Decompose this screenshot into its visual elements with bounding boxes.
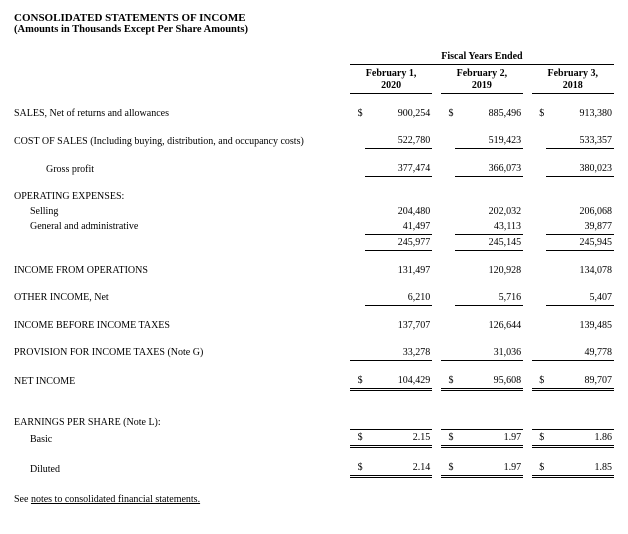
row-other-income: OTHER INCOME, Net 6,210 5,716 5,407	[14, 278, 614, 306]
val-ga-1: 43,113	[455, 219, 523, 235]
col-header-2018: February 3,2018	[532, 65, 615, 94]
val-opext-2: 245,945	[546, 234, 614, 250]
label-ibt: INCOME BEFORE INCOME TAXES	[14, 305, 350, 333]
row-cost-of-sales: COST OF SALES (Including buying, distrib…	[14, 121, 614, 149]
label-diluted: Diluted	[14, 447, 350, 477]
val-cost-0: 522,780	[365, 121, 433, 149]
row-sales: SALES, Net of returns and allowances $ 9…	[14, 94, 614, 122]
curr-basic-0: $	[350, 430, 365, 447]
val-basic-0: 2.15	[365, 430, 433, 447]
val-sales-1: 885,496	[455, 94, 523, 122]
val-dil-1: 1.97	[455, 447, 523, 477]
label-income-ops: INCOME FROM OPERATIONS	[14, 250, 350, 278]
curr-dil-1: $	[441, 447, 456, 477]
label-selling: Selling	[14, 204, 350, 219]
val-tax-2: 49,778	[546, 333, 614, 361]
val-ibt-1: 126,644	[455, 305, 523, 333]
val-iops-1: 120,928	[455, 250, 523, 278]
val-ibt-0: 137,707	[365, 305, 433, 333]
val-basic-2: 1.86	[546, 430, 614, 447]
val-ga-2: 39,877	[546, 219, 614, 235]
curr-dil-2: $	[532, 447, 547, 477]
val-gp-2: 380,023	[546, 149, 614, 177]
curr-ni-1: $	[441, 360, 456, 389]
label-other-income: OTHER INCOME, Net	[14, 278, 350, 306]
val-sales-0: 900,254	[365, 94, 433, 122]
curr-dil-0: $	[350, 447, 365, 477]
footer-pre: See	[14, 494, 31, 505]
val-dil-0: 2.14	[365, 447, 433, 477]
val-cost-2: 533,357	[546, 121, 614, 149]
val-dil-2: 1.85	[546, 447, 614, 477]
val-ni-1: 95,608	[455, 360, 523, 389]
curr-basic-2: $	[532, 430, 547, 447]
row-opex-header: OPERATING EXPENSES:	[14, 177, 614, 204]
row-eps-header: EARNINGS PER SHARE (Note L):	[14, 412, 614, 430]
val-tax-1: 31,036	[455, 333, 523, 361]
val-basic-1: 1.97	[455, 430, 523, 447]
val-cost-1: 519,423	[455, 121, 523, 149]
curr-sales-2: $	[532, 94, 547, 122]
val-selling-0: 204,480	[365, 204, 433, 219]
income-statement-table: Fiscal Years Ended February 1,2020 Febru…	[14, 51, 614, 478]
curr-ni-2: $	[532, 360, 547, 389]
row-opex-total: 245,977 245,145 245,945	[14, 234, 614, 250]
val-iops-2: 134,078	[546, 250, 614, 278]
curr-sales-0: $	[350, 94, 365, 122]
val-oi-2: 5,407	[546, 278, 614, 306]
column-headers-row: February 1,2020 February 2,2019 February…	[14, 65, 614, 94]
row-ga: General and administrative 41,497 43,113…	[14, 219, 614, 235]
val-oi-1: 5,716	[455, 278, 523, 306]
curr-ni-0: $	[350, 360, 365, 389]
spacer-row	[14, 389, 614, 412]
row-selling: Selling 204,480 202,032 206,068	[14, 204, 614, 219]
val-selling-2: 206,068	[546, 204, 614, 219]
label-opex-header: OPERATING EXPENSES:	[14, 177, 350, 204]
label-net-income: NET INCOME	[14, 360, 350, 389]
curr-basic-1: $	[441, 430, 456, 447]
row-net-income: NET INCOME $ 104,429 $ 95,608 $ 89,707	[14, 360, 614, 389]
val-iops-0: 131,497	[365, 250, 433, 278]
val-ga-0: 41,497	[365, 219, 433, 235]
label-eps-header: EARNINGS PER SHARE (Note L):	[14, 412, 350, 430]
val-tax-0: 33,278	[365, 333, 433, 361]
row-eps-diluted: Diluted $ 2.14 $ 1.97 $ 1.85	[14, 447, 614, 477]
label-tax: PROVISION FOR INCOME TAXES (Note G)	[14, 333, 350, 361]
val-sales-2: 913,380	[546, 94, 614, 122]
val-gp-0: 377,474	[365, 149, 433, 177]
val-ibt-2: 139,485	[546, 305, 614, 333]
footer-underlined: notes to consolidated financial statemen…	[31, 494, 200, 505]
val-ni-0: 104,429	[365, 360, 433, 389]
label-cost: COST OF SALES (Including buying, distrib…	[14, 121, 350, 149]
curr-sales-1: $	[441, 94, 456, 122]
fiscal-years-header-row: Fiscal Years Ended	[14, 51, 614, 65]
label-basic: Basic	[14, 430, 350, 447]
label-gross-profit: Gross profit	[14, 149, 350, 177]
val-opext-0: 245,977	[365, 234, 433, 250]
col-header-2019: February 2,2019	[441, 65, 523, 94]
label-sales: SALES, Net of returns and allowances	[14, 94, 350, 122]
statement-subtitle: (Amounts in Thousands Except Per Share A…	[14, 24, 614, 35]
col-header-2020: February 1,2020	[350, 65, 432, 94]
statement-title: CONSOLIDATED STATEMENTS OF INCOME	[14, 12, 614, 24]
val-oi-0: 6,210	[365, 278, 433, 306]
val-opext-1: 245,145	[455, 234, 523, 250]
row-gross-profit: Gross profit 377,474 366,073 380,023	[14, 149, 614, 177]
val-selling-1: 202,032	[455, 204, 523, 219]
row-income-ops: INCOME FROM OPERATIONS 131,497 120,928 1…	[14, 250, 614, 278]
val-ni-2: 89,707	[546, 360, 614, 389]
row-eps-basic: Basic $ 2.15 $ 1.97 $ 1.86	[14, 430, 614, 447]
val-gp-1: 366,073	[455, 149, 523, 177]
row-income-before-tax: INCOME BEFORE INCOME TAXES 137,707 126,6…	[14, 305, 614, 333]
footer-note: See notes to consolidated financial stat…	[14, 494, 614, 505]
label-ga: General and administrative	[14, 219, 350, 235]
row-tax-provision: PROVISION FOR INCOME TAXES (Note G) 33,2…	[14, 333, 614, 361]
fiscal-years-label: Fiscal Years Ended	[350, 51, 614, 65]
